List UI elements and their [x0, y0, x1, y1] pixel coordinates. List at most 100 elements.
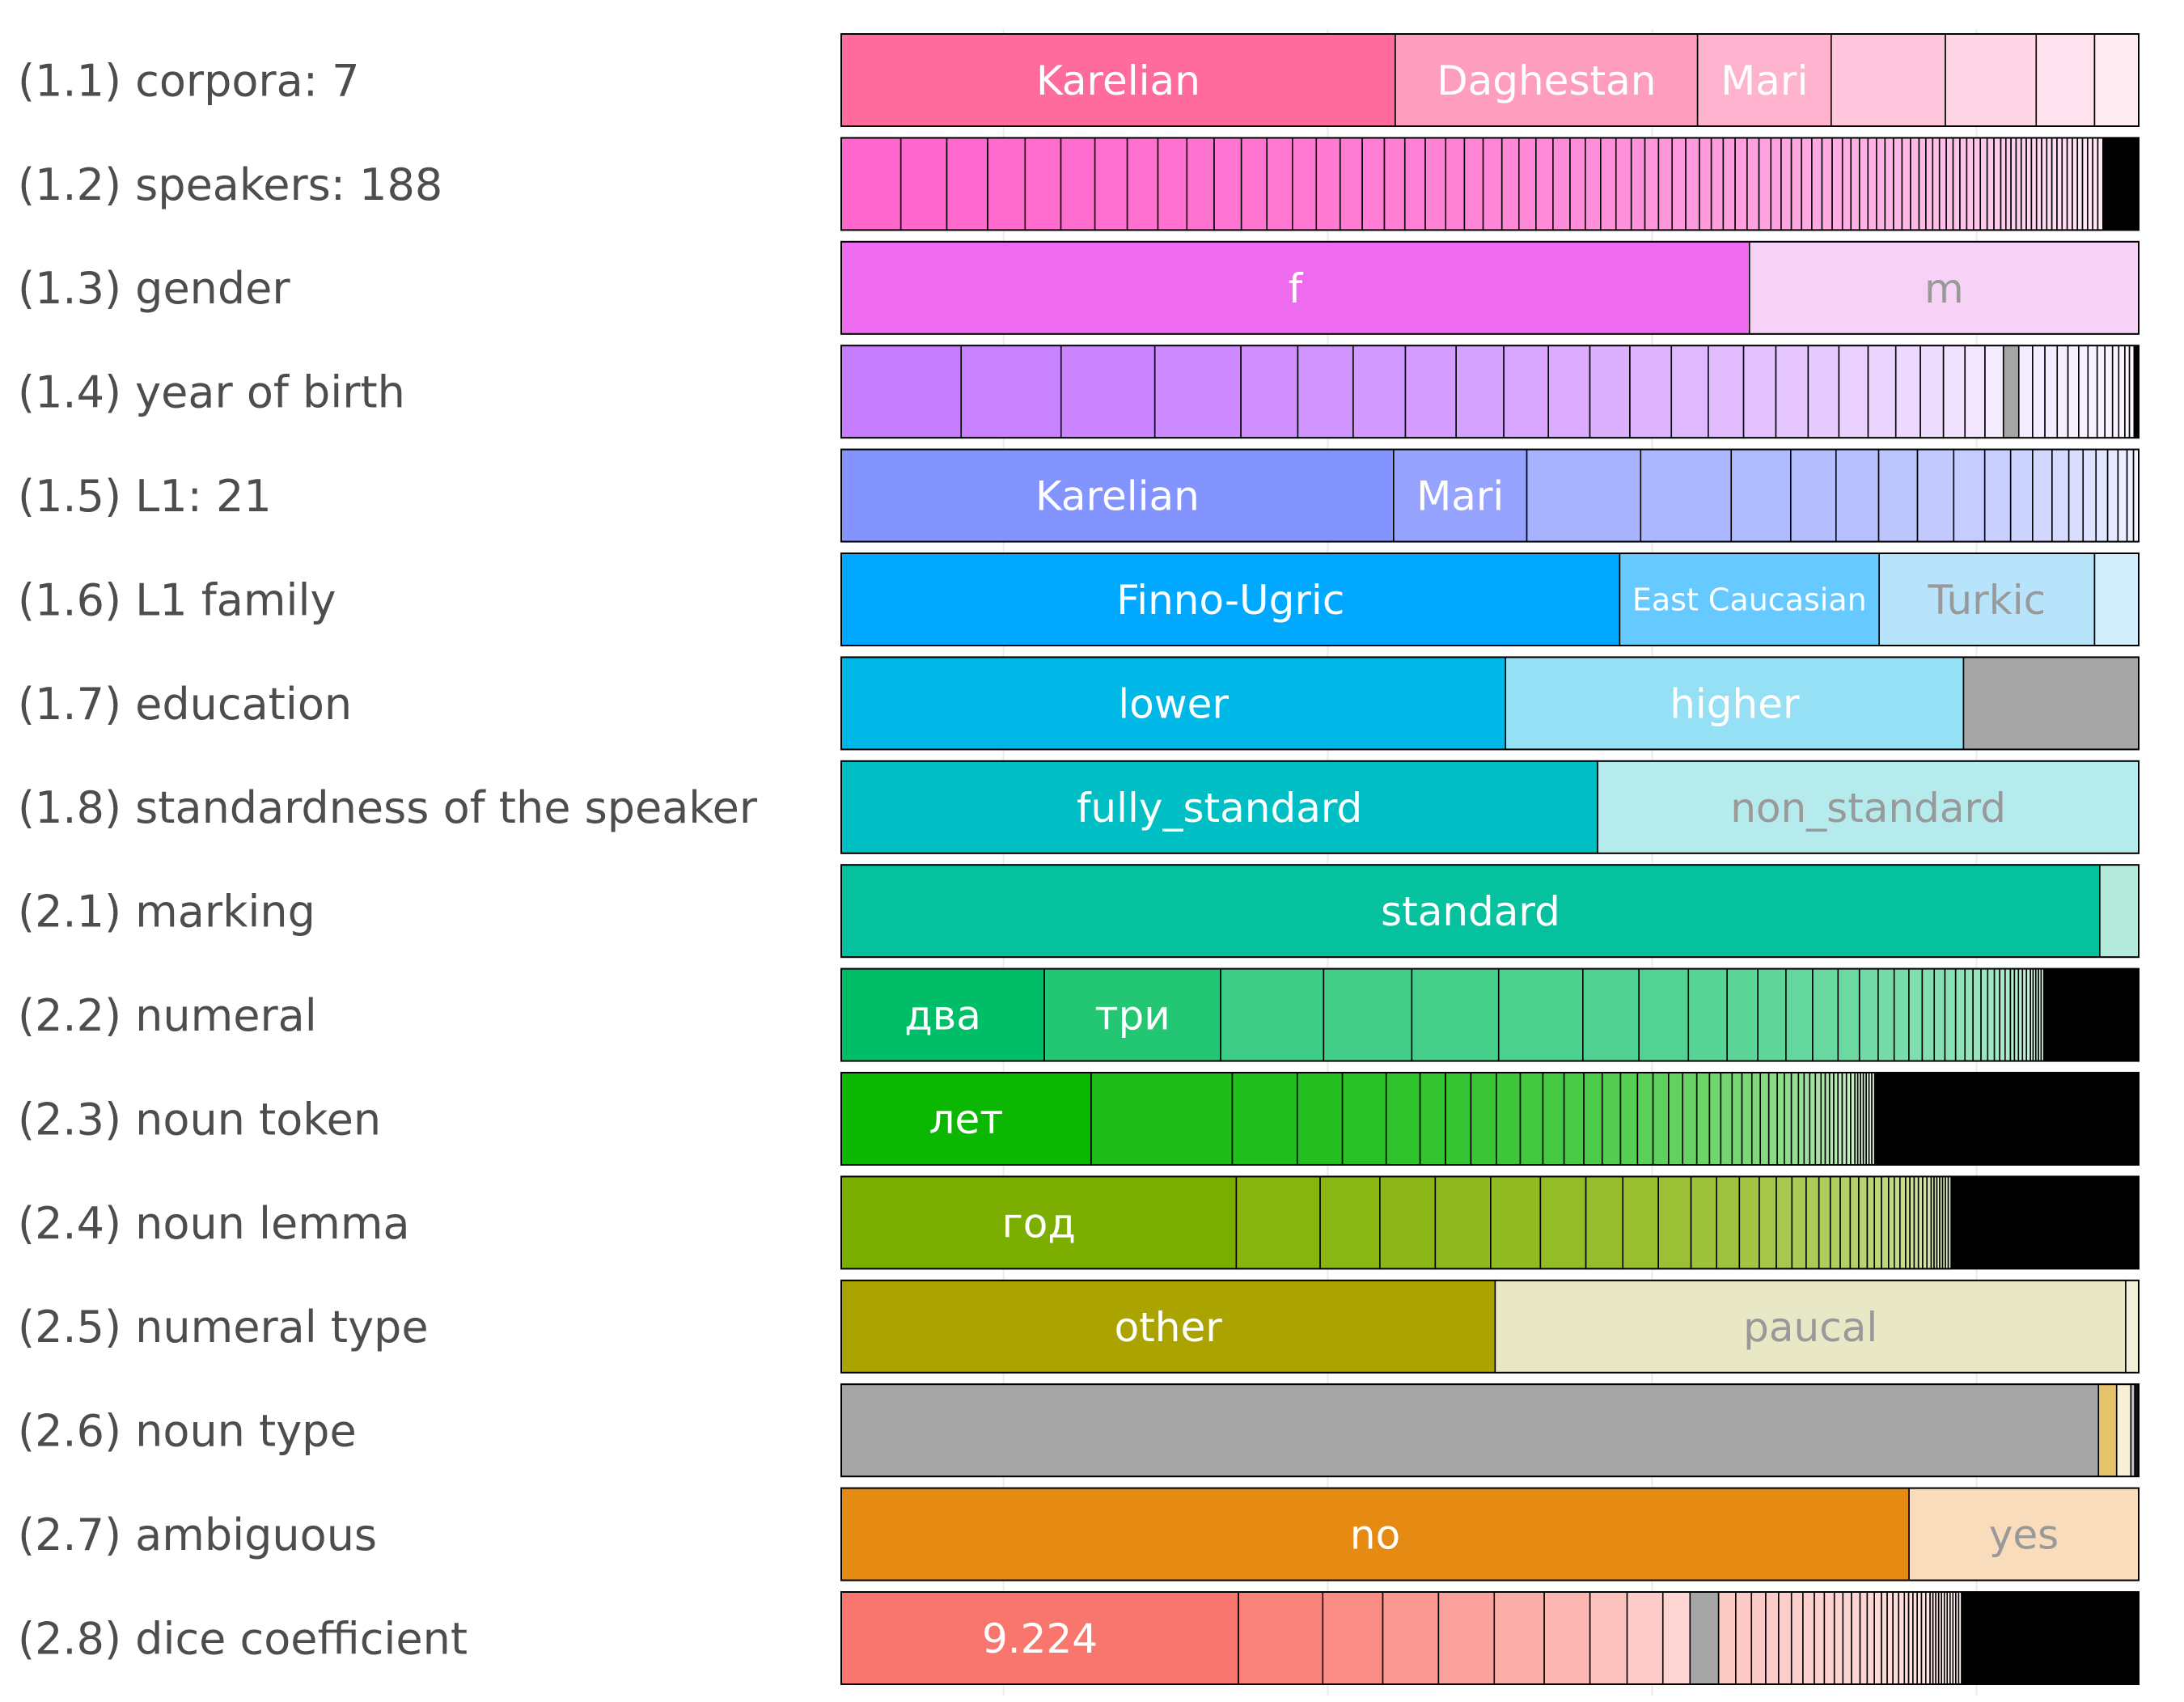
- bar-segment: [960, 345, 1062, 439]
- bar-segment: [1951, 1176, 2139, 1269]
- bar-segment: [1126, 137, 1159, 231]
- bar-segment: [1535, 137, 1554, 231]
- bar-segment: [2004, 967, 2012, 1062]
- bar-segment: [2125, 1280, 2140, 1374]
- bar-segment: [1493, 1591, 1545, 1685]
- segment-label: no: [1350, 1512, 1400, 1559]
- bar-segment: [1496, 1072, 1522, 1166]
- segment-label: лет: [929, 1096, 1004, 1143]
- bar-segment: [1383, 137, 1406, 231]
- bar-segment: [840, 967, 1045, 1062]
- bar-segment: [1952, 137, 1961, 231]
- bar-segment: [2092, 137, 2099, 231]
- bar-segment: [1983, 448, 2012, 543]
- bar-segment: [1797, 1072, 1805, 1166]
- bar-segment: [2076, 137, 2084, 231]
- bar-segment: [840, 33, 1396, 127]
- bar-outline: [840, 240, 2140, 335]
- bar-segment: [1690, 1175, 1718, 1270]
- bar-segment: [1490, 1175, 1542, 1270]
- bar-segment: [2061, 137, 2068, 231]
- bar-segment: [1717, 1591, 1737, 1685]
- bar-segment: [1818, 1175, 1831, 1270]
- segment-label: standard: [1381, 888, 1560, 935]
- bar-outline: [840, 137, 2140, 231]
- chart-row: (2.8) dice coefficient 9.224: [18, 1591, 2140, 1685]
- bar-segment: [1776, 1175, 1793, 1270]
- bar-segment: [1503, 345, 1550, 439]
- bar-segment: [840, 137, 902, 231]
- bar-segment: [2000, 137, 2007, 231]
- bar-segment: [1916, 448, 1955, 543]
- bar-segment: [1361, 137, 1386, 231]
- bar-segment: [1759, 1072, 1770, 1166]
- bar-segment: [987, 137, 1026, 231]
- bar-segment: [2128, 345, 2135, 439]
- bar-segment: [1780, 137, 1792, 231]
- bar-segment: [2117, 448, 2128, 543]
- row-label: (2.8) dice coefficient: [18, 1613, 468, 1664]
- bar-segment: [1993, 137, 2002, 231]
- bar-segment: [1829, 1175, 1841, 1270]
- bar-segment: [1619, 1072, 1639, 1166]
- segment-label: Turkic: [1928, 577, 2046, 624]
- bar-segment: [2005, 137, 2012, 231]
- bar-segment: [2072, 137, 2079, 231]
- bar-segment: [2040, 967, 2045, 1062]
- bar-segment: [1644, 137, 1660, 231]
- bar-segment: [1964, 967, 1974, 1062]
- bar-segment: [1696, 33, 1832, 127]
- bar-segment: [1726, 967, 1759, 1062]
- bar-segment: [1505, 656, 1965, 751]
- chart-row: (2.7) ambiguous no yes: [18, 1487, 2140, 1581]
- bar-segment: [1894, 1175, 1901, 1270]
- bar-segment: [2035, 137, 2042, 231]
- bar-segment: [2082, 448, 2097, 543]
- bar-segment: [1519, 1072, 1544, 1166]
- bar-segment: [1987, 967, 1996, 1062]
- bar-segment: [1235, 1175, 1321, 1270]
- segment-label: lower: [1118, 680, 1229, 727]
- bar-segment: [1153, 345, 1242, 439]
- bar-segment: [1790, 1072, 1800, 1166]
- row-label: (2.7) ambiguous: [18, 1509, 377, 1560]
- bar-segment: [1867, 345, 1897, 439]
- bar-segment: [1339, 137, 1363, 231]
- bar-outline: [840, 967, 2140, 1062]
- bar-segment: [2081, 137, 2089, 231]
- bar-segment: [1319, 1175, 1381, 1270]
- bar-segment: [2009, 448, 2034, 543]
- bar-segment: [1517, 137, 1537, 231]
- bar-segment: [1708, 1072, 1722, 1166]
- row-label: (2.5) numeral type: [18, 1302, 429, 1353]
- bar-segment: [1757, 967, 1787, 1062]
- chart-row: (1.6) L1 family Finno-Ugric East Caucasian…: [18, 553, 2140, 646]
- bar-segment: [1979, 137, 1988, 231]
- bar-segment: [2134, 345, 2139, 438]
- bar-segment: [1630, 137, 1646, 231]
- bar-segment: [1919, 345, 1945, 439]
- segment-label: other: [1115, 1304, 1223, 1351]
- bar-segment: [2043, 968, 2139, 1061]
- bar-segment: [1837, 967, 1860, 1062]
- bar-outline: [840, 656, 2140, 751]
- bar-segment: [1942, 345, 1966, 439]
- bar-segment: [1775, 345, 1809, 439]
- bar-segment: [1213, 137, 1242, 231]
- bar-segment: [1770, 137, 1782, 231]
- bar-segment: [1874, 1073, 2139, 1165]
- chart-row: (2.4) noun lemma год: [18, 1175, 2140, 1270]
- bar-segment: [2087, 137, 2093, 231]
- bar-segment: [1497, 967, 1584, 1062]
- bar-segment: [1881, 1591, 1888, 1685]
- bar-segment: [1910, 137, 1920, 231]
- bar-segment: [1542, 1072, 1565, 1166]
- bar-segment: [1695, 1072, 1711, 1166]
- bar-segment: [1749, 240, 2140, 335]
- bar-segment: [1563, 1072, 1585, 1166]
- row-label: (1.4) year of birth: [18, 367, 405, 418]
- bar-segment: [1583, 1072, 1603, 1166]
- chart-row: (1.4) year of birth: [18, 345, 2140, 439]
